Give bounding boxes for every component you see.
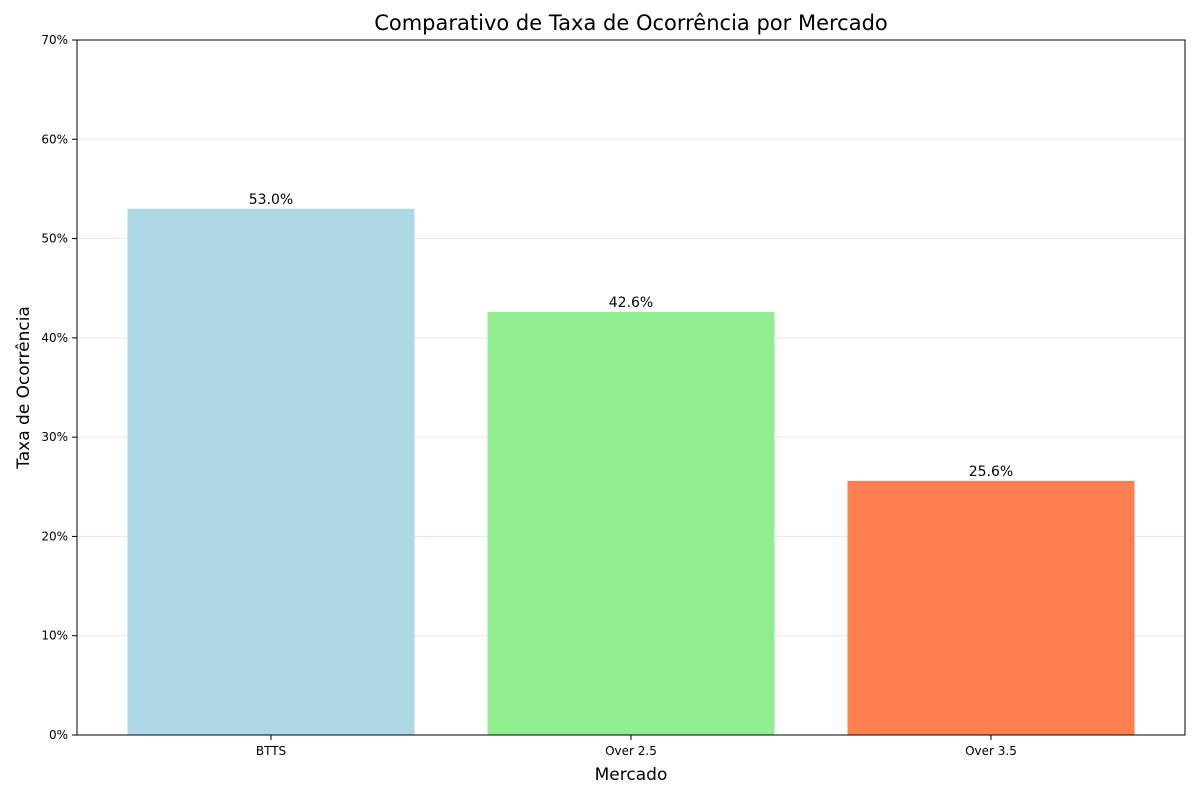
chart-title: Comparativo de Taxa de Ocorrência por Me… [374,11,888,35]
bar-over-2-5 [487,312,775,735]
bar-value-label: 25.6% [969,464,1013,480]
x-axis-label: Mercado [595,765,668,785]
y-tick-label: 70% [41,33,68,47]
bar-over-3-5 [847,480,1135,735]
y-tick-label: 60% [41,132,68,146]
y-tick-label: 0% [49,728,68,742]
bar-value-label: 53.0% [249,192,293,208]
x-tick-label: BTTS [256,744,286,758]
y-tick-label: 20% [41,529,68,543]
y-axis-label: Taxa de Ocorrência [14,306,34,470]
bars [127,208,1135,736]
value-labels: 53.0% 42.6% 25.6% [249,192,1013,480]
x-tick-label: Over 2.5 [605,744,657,758]
y-tick-label: 50% [41,232,68,246]
bar-value-label: 42.6% [609,295,653,311]
y-tick-label: 30% [41,430,68,444]
y-tick-label: 10% [41,629,68,643]
x-tick-label: Over 3.5 [965,744,1017,758]
bar-btts [127,208,415,736]
y-tick-label: 40% [41,331,68,345]
axis-ticks: 0% 10% 20% 30% 40% 50% 60% 70% BTTS Over 2.5 Over … [41,33,1017,758]
